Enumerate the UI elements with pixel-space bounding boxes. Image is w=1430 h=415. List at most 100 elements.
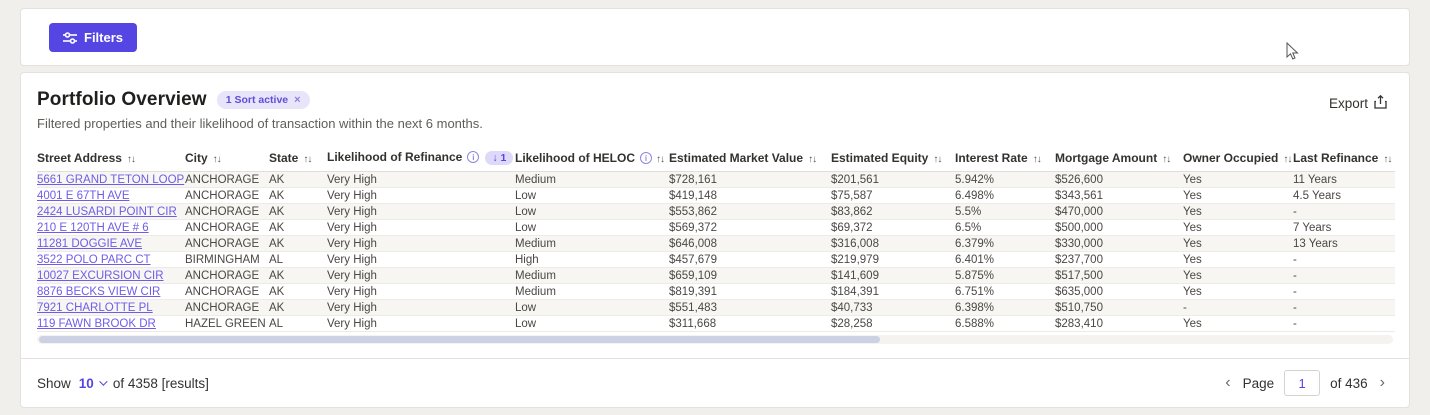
- cell-likelihood_refinance: Very High: [327, 283, 515, 300]
- street-address-link[interactable]: 10027 EXCURSION CIR: [37, 269, 164, 282]
- cell-likelihood_heloc: Medium: [515, 235, 669, 252]
- cell-owner_occupied: Yes: [1183, 235, 1293, 252]
- street-address-link[interactable]: 11281 DOGGIE AVE: [37, 237, 143, 250]
- cell-interest_rate: 5.942%: [955, 171, 1055, 188]
- cell-state: AK: [269, 299, 327, 316]
- cell-city: ANCHORAGE: [185, 299, 269, 316]
- cell-last_refinance: -: [1293, 251, 1395, 268]
- street-address-link[interactable]: 4001 E 67TH AVE: [37, 189, 130, 202]
- cell-likelihood_heloc: Medium: [515, 267, 669, 284]
- street-address-link[interactable]: 210 E 120TH AVE # 6: [37, 221, 149, 234]
- cell-est_equity: $219,979: [831, 251, 955, 268]
- cell-street_address: 5661 GRAND TETON LOOP: [37, 171, 185, 188]
- cell-likelihood_refinance: Very High: [327, 171, 515, 188]
- cell-owner_occupied: Yes: [1183, 171, 1293, 188]
- cell-likelihood_refinance: Very High: [327, 187, 515, 204]
- sort-arrows-icon[interactable]: ↑↓: [656, 153, 665, 165]
- cell-est_equity: $83,862: [831, 203, 955, 220]
- show-label: Show: [37, 375, 71, 391]
- cell-est_market_value: $646,008: [669, 235, 831, 252]
- sort-arrows-icon[interactable]: ↑↓: [1032, 153, 1042, 165]
- sort-arrows-icon[interactable]: ↑↓: [808, 153, 817, 165]
- column-header-owner_occupied[interactable]: Owner Occupied ↑↓: [1183, 145, 1293, 172]
- column-header-est_equity[interactable]: Estimated Equity ↑↓: [831, 145, 955, 172]
- cell-mortgage_amount: $470,000: [1055, 203, 1183, 220]
- prev-page-button[interactable]: ‹: [1225, 374, 1231, 391]
- table-row: 8876 BECKS VIEW CIR ANCHORAGE AK Very High M…: [37, 283, 1395, 300]
- sort-arrows-icon[interactable]: ↑↓: [303, 153, 312, 165]
- sort-arrows-icon[interactable]: ↑↓: [212, 153, 222, 165]
- sort-arrows-icon[interactable]: ↑↓: [1383, 153, 1392, 165]
- cell-likelihood_heloc: High: [515, 251, 669, 268]
- column-header-est_market_value[interactable]: Estimated Market Value ↑↓: [669, 145, 831, 172]
- street-address-link[interactable]: 119 FAWN BROOK DR: [37, 317, 156, 330]
- cell-street_address: 11281 DOGGIE AVE: [37, 235, 185, 252]
- close-icon[interactable]: ×: [294, 94, 301, 106]
- column-header-interest_rate[interactable]: Interest Rate ↑↓: [955, 145, 1055, 172]
- sort-arrows-icon[interactable]: ↑↓: [933, 153, 942, 165]
- column-header-likelihood_heloc[interactable]: Likelihood of HELOC i ↑↓: [515, 145, 669, 172]
- page-number-input[interactable]: [1284, 370, 1321, 396]
- column-header-city[interactable]: City ↑↓: [185, 145, 269, 172]
- next-page-button[interactable]: ›: [1379, 374, 1385, 391]
- cell-interest_rate: 6.498%: [955, 187, 1055, 204]
- street-address-link[interactable]: 2424 LUSARDI POINT CIR: [37, 205, 177, 218]
- column-label: Street Address: [37, 150, 122, 165]
- info-icon[interactable]: i: [467, 151, 480, 163]
- cell-likelihood_refinance: Very High: [327, 299, 515, 316]
- cell-state: AK: [269, 283, 327, 300]
- sort-arrows-icon[interactable]: ↑↓: [1162, 153, 1171, 165]
- cell-est_market_value: $311,668: [669, 315, 831, 332]
- horizontal-scrollbar-thumb[interactable]: [39, 336, 880, 343]
- column-header-last_refinance[interactable]: Last Refinance ↑↓: [1293, 145, 1395, 172]
- cell-owner_occupied: Yes: [1183, 187, 1293, 204]
- cell-city: ANCHORAGE: [185, 267, 269, 284]
- cell-street_address: 2424 LUSARDI POINT CIR: [37, 203, 185, 220]
- cell-last_refinance: 4.5 Years: [1293, 187, 1395, 204]
- cell-likelihood_heloc: Low: [515, 299, 669, 316]
- cell-est_market_value: $457,679: [669, 251, 831, 268]
- export-button[interactable]: Export: [1329, 94, 1387, 112]
- cell-est_equity: $40,733: [831, 299, 955, 316]
- cell-interest_rate: 5.5%: [955, 203, 1055, 220]
- column-header-mortgage_amount[interactable]: Mortgage Amount ↑↓: [1055, 145, 1183, 172]
- column-header-state[interactable]: State ↑↓: [269, 145, 327, 172]
- page-title: Portfolio Overview: [37, 89, 207, 110]
- cell-est_equity: $316,008: [831, 235, 955, 252]
- street-address-link[interactable]: 3522 POLO PARC CT: [37, 253, 151, 266]
- cell-city: ANCHORAGE: [185, 219, 269, 236]
- column-header-likelihood_refinance[interactable]: Likelihood of Refinance i ↓ 1: [327, 145, 515, 172]
- cell-state: AL: [269, 315, 327, 332]
- cell-likelihood_heloc: Medium: [515, 171, 669, 188]
- cell-est_market_value: $553,862: [669, 203, 831, 220]
- sort-arrows-icon[interactable]: ↑↓: [126, 153, 136, 165]
- cell-state: AL: [269, 251, 327, 268]
- cell-est_equity: $75,587: [831, 187, 955, 204]
- filters-toolbar-card: Filters: [20, 8, 1410, 66]
- filters-button[interactable]: Filters: [49, 23, 138, 52]
- horizontal-scrollbar-track[interactable]: [37, 335, 1393, 344]
- sort-order-badge[interactable]: ↓ 1: [485, 151, 514, 165]
- cell-last_refinance: -: [1293, 283, 1395, 300]
- cell-city: HAZEL GREEN: [185, 315, 269, 332]
- street-address-link[interactable]: 8876 BECKS VIEW CIR: [37, 285, 161, 298]
- info-icon[interactable]: i: [640, 151, 652, 164]
- page-size-select[interactable]: 10: [78, 375, 108, 391]
- sort-active-badge[interactable]: 1 Sort active ×: [216, 91, 310, 109]
- street-address-link[interactable]: 7921 CHARLOTTE PL: [37, 301, 153, 314]
- cell-city: ANCHORAGE: [185, 203, 269, 220]
- cell-mortgage_amount: $500,000: [1055, 219, 1183, 236]
- results-count-text: of 4358 [results]: [112, 375, 209, 391]
- cell-street_address: 7921 CHARLOTTE PL: [37, 299, 185, 316]
- cell-owner_occupied: Yes: [1183, 203, 1293, 220]
- total-pages-text: of 436: [1330, 375, 1368, 391]
- cell-est_equity: $201,561: [831, 171, 955, 188]
- page-size-value: 10: [78, 375, 94, 391]
- table-row: 2424 LUSARDI POINT CIR ANCHORAGE AK Very Hi…: [37, 203, 1395, 220]
- cell-likelihood_heloc: Low: [515, 219, 669, 236]
- cell-likelihood_heloc: Low: [515, 315, 669, 332]
- sort-arrows-icon[interactable]: ↑↓: [1283, 153, 1292, 165]
- street-address-link[interactable]: 5661 GRAND TETON LOOP: [37, 173, 185, 186]
- column-header-street_address[interactable]: Street Address ↑↓: [37, 145, 185, 172]
- column-label: Last Refinance: [1293, 150, 1379, 165]
